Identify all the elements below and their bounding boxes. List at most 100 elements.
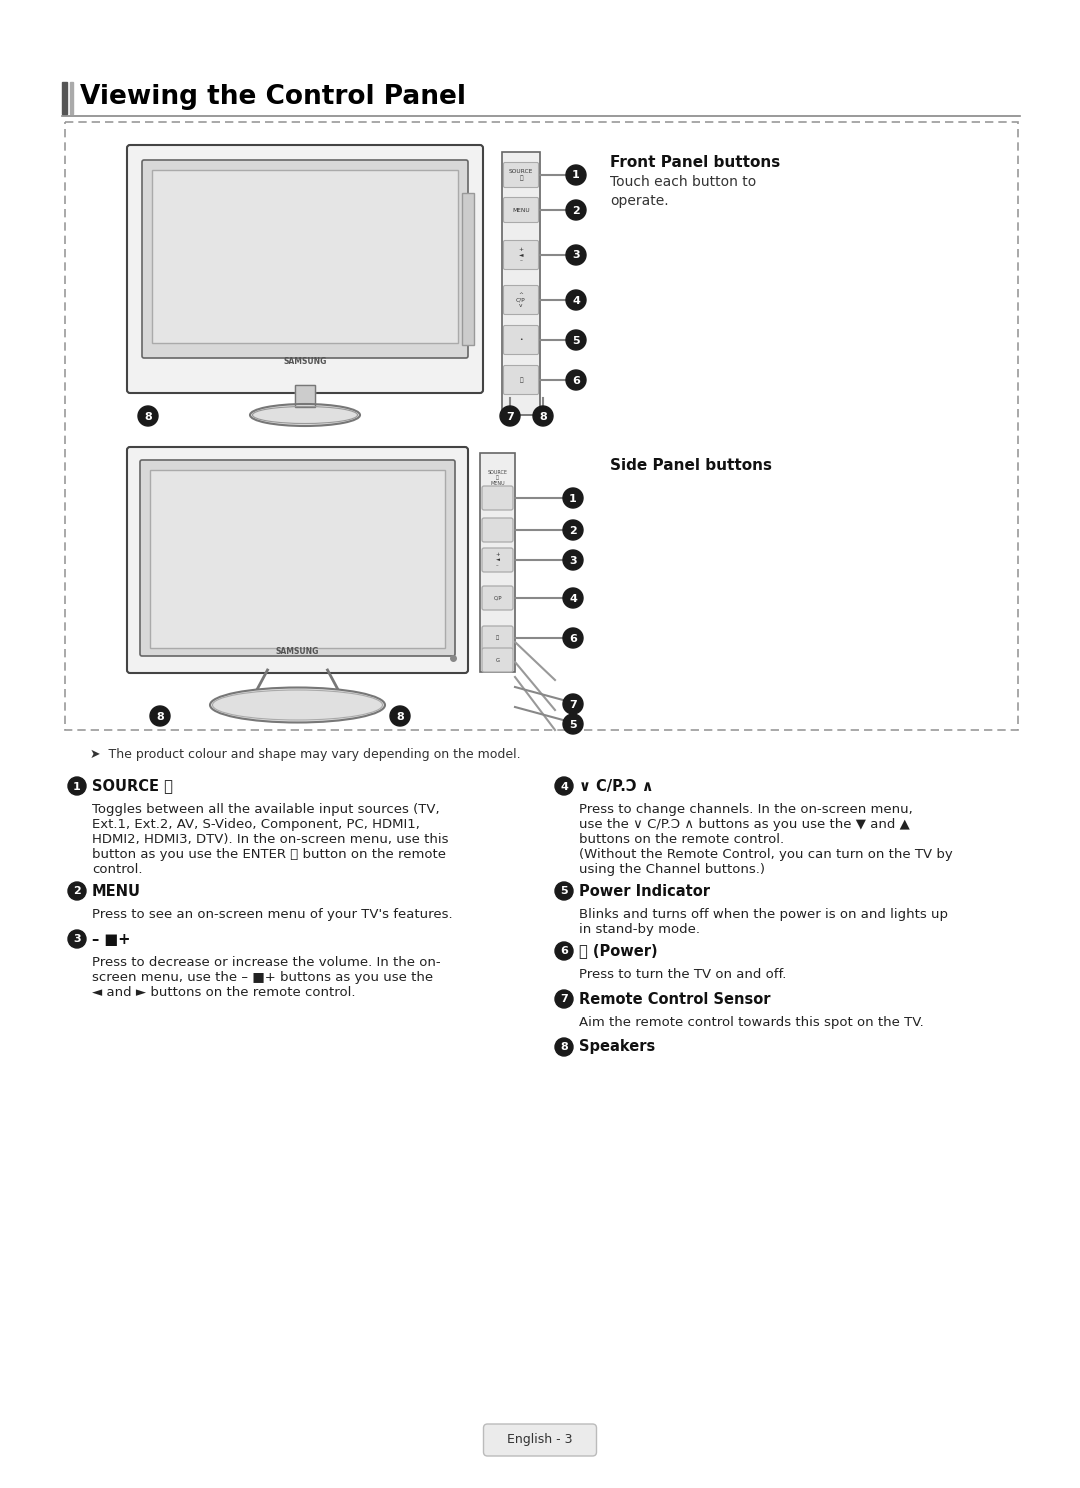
Text: MENU: MENU [512,207,530,213]
Text: 5: 5 [561,887,568,896]
Circle shape [500,406,519,426]
Text: SAMSUNG: SAMSUNG [283,357,326,366]
Text: +
◄
–: + ◄ – [496,552,500,568]
Text: Blinks and turns off when the power is on and lights up: Blinks and turns off when the power is o… [579,908,948,921]
Bar [70,82,73,115]
FancyBboxPatch shape [482,626,513,650]
Text: •: • [519,338,523,342]
Bar [65,122,1018,731]
FancyBboxPatch shape [482,548,513,571]
Circle shape [390,705,410,726]
FancyBboxPatch shape [127,144,483,393]
FancyBboxPatch shape [484,1424,596,1455]
Text: +
◄
–: + ◄ – [518,247,524,263]
Text: ∨ C/P.Ɔ ∧: ∨ C/P.Ɔ ∧ [579,778,653,793]
Text: 1: 1 [569,494,577,503]
Circle shape [68,882,86,900]
FancyBboxPatch shape [482,586,513,610]
Bar [462,193,474,345]
Bar [62,82,67,115]
Text: 2: 2 [73,887,81,896]
Text: 1: 1 [73,781,81,792]
Text: screen menu, use the – ■+ buttons as you use the: screen menu, use the – ■+ buttons as you… [92,972,433,984]
Circle shape [534,406,553,426]
Text: ⏻: ⏻ [496,635,499,640]
Text: Front Panel buttons: Front Panel buttons [610,155,780,170]
Text: Speakers: Speakers [579,1040,656,1055]
Circle shape [566,330,586,350]
Bar [295,385,315,408]
Text: Ext.1, Ext.2, AV, S-Video, Component, PC, HDMI1,: Ext.1, Ext.2, AV, S-Video, Component, PC… [92,818,420,830]
Bar [480,452,515,673]
Text: – ■+: – ■+ [92,931,131,946]
Text: 3: 3 [572,250,580,260]
FancyBboxPatch shape [482,647,513,673]
Circle shape [150,705,170,726]
Text: MENU: MENU [92,884,141,899]
Text: (Without the Remote Control, you can turn on the TV by: (Without the Remote Control, you can tur… [579,848,953,862]
FancyBboxPatch shape [127,446,468,673]
Text: buttons on the remote control.: buttons on the remote control. [579,833,784,847]
Text: Touch each button to
operate.: Touch each button to operate. [610,176,756,208]
Circle shape [555,942,573,960]
Ellipse shape [249,405,360,426]
Text: using the Channel buttons.): using the Channel buttons.) [579,863,765,876]
Text: Toggles between all the available input sources (TV,: Toggles between all the available input … [92,804,440,815]
FancyBboxPatch shape [503,162,539,187]
FancyBboxPatch shape [503,326,539,354]
Text: 8: 8 [144,412,152,421]
Text: 8: 8 [561,1043,568,1052]
Text: ⏻: ⏻ [519,376,523,382]
Circle shape [555,882,573,900]
Text: Viewing the Control Panel: Viewing the Control Panel [80,83,465,110]
FancyBboxPatch shape [503,286,539,314]
Circle shape [563,714,583,734]
FancyBboxPatch shape [141,161,468,359]
Text: Press to decrease or increase the volume. In the on-: Press to decrease or increase the volume… [92,955,441,969]
Text: in stand-by mode.: in stand-by mode. [579,923,700,936]
Bar [150,470,445,647]
Circle shape [563,488,583,507]
Bar [502,152,540,415]
Text: 2: 2 [569,525,577,536]
Circle shape [563,519,583,540]
Text: Power Indicator: Power Indicator [579,884,710,899]
Text: 6: 6 [569,634,577,643]
Text: ➤  The product colour and shape may vary depending on the model.: ➤ The product colour and shape may vary … [90,748,521,760]
Bar [295,385,315,408]
Text: 2: 2 [572,205,580,216]
Circle shape [563,628,583,647]
Text: HDMI2, HDMI3, DTV). In the on-screen menu, use this: HDMI2, HDMI3, DTV). In the on-screen men… [92,833,448,847]
Text: Side Panel buttons: Side Panel buttons [610,458,772,473]
Text: 7: 7 [507,412,514,421]
FancyBboxPatch shape [140,460,455,656]
Circle shape [138,406,158,426]
Text: 8: 8 [396,711,404,722]
Text: English - 3: English - 3 [508,1433,572,1446]
Text: control.: control. [92,863,143,876]
Circle shape [566,371,586,390]
FancyBboxPatch shape [503,366,539,394]
Circle shape [68,777,86,795]
Text: 4: 4 [569,594,577,604]
Text: ^
C/P
v: ^ C/P v [516,292,526,308]
Text: 7: 7 [561,994,568,1004]
Text: 4: 4 [572,296,580,305]
FancyBboxPatch shape [482,518,513,542]
Text: 5: 5 [569,720,577,729]
Text: ⏻ (Power): ⏻ (Power) [579,943,658,958]
Text: SAMSUNG: SAMSUNG [275,647,320,656]
Text: button as you use the ENTER ⭳ button on the remote: button as you use the ENTER ⭳ button on … [92,848,446,862]
Text: 3: 3 [73,934,81,945]
Text: 5: 5 [572,335,580,345]
FancyBboxPatch shape [503,198,539,223]
Text: 8: 8 [157,711,164,722]
Circle shape [555,777,573,795]
Text: 4: 4 [561,781,568,792]
Circle shape [563,588,583,609]
Text: Press to see an on-screen menu of your TV's features.: Press to see an on-screen menu of your T… [92,908,453,921]
Circle shape [566,290,586,310]
Text: G: G [496,658,499,662]
Circle shape [555,990,573,1007]
Text: Press to turn the TV on and off.: Press to turn the TV on and off. [579,969,786,981]
